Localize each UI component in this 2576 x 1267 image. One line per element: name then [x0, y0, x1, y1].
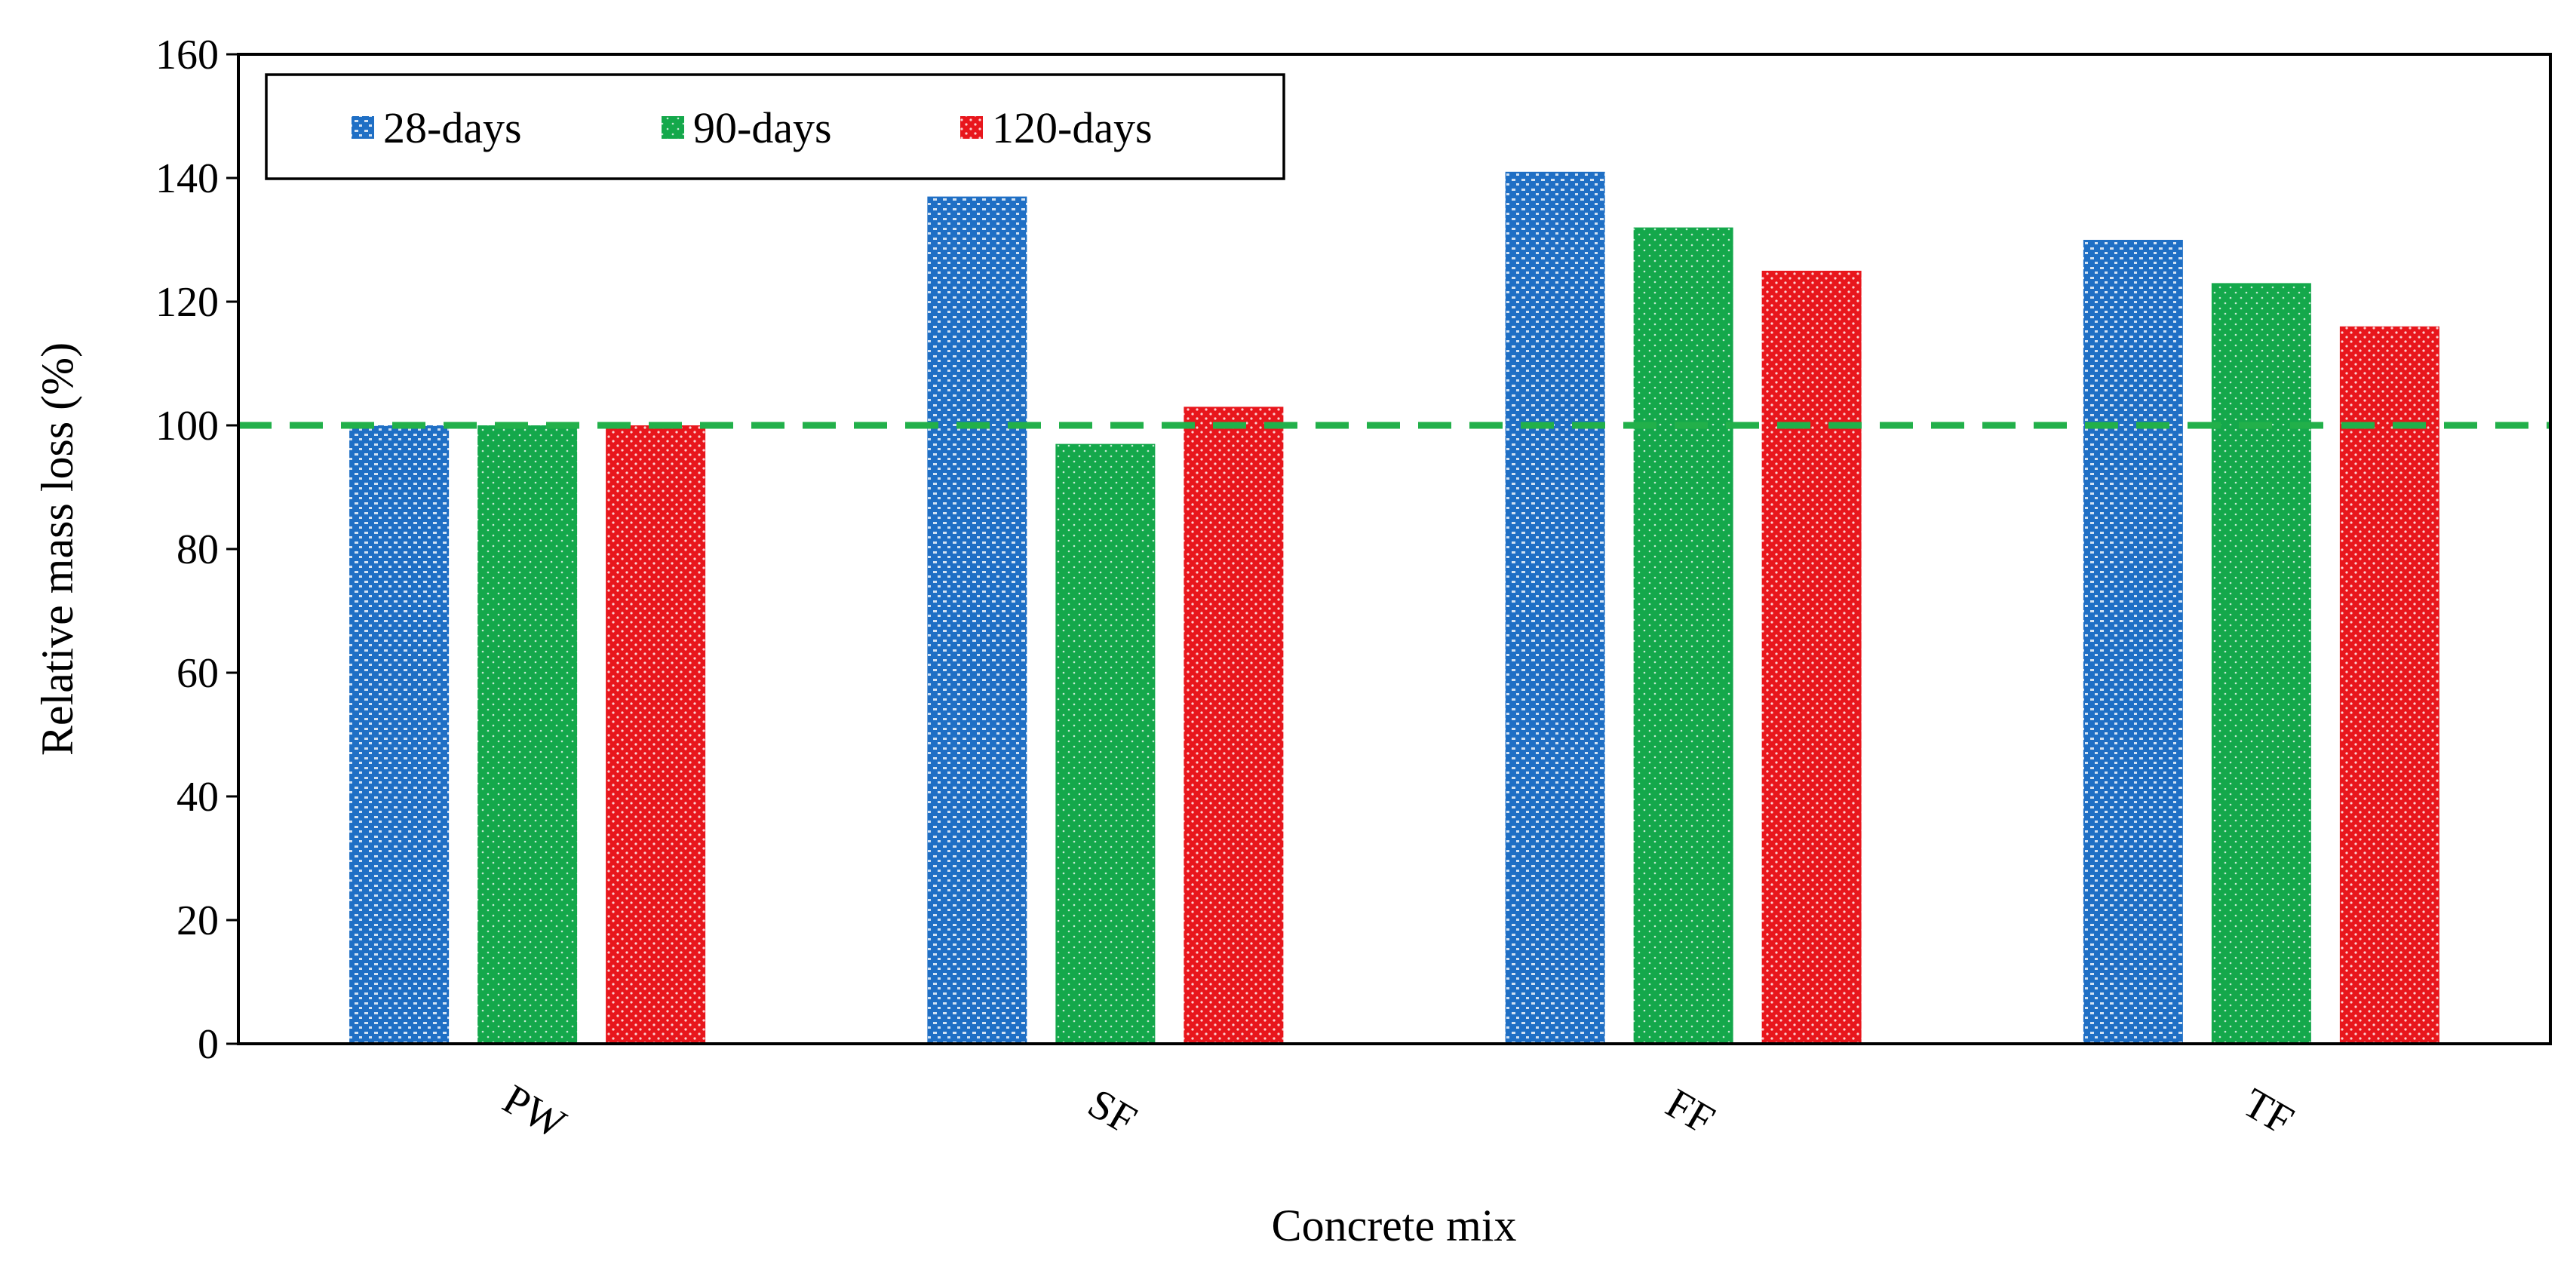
bar-90-days-TF: [2211, 283, 2311, 1044]
legend-swatch-120-days: [960, 116, 983, 139]
legend-swatch-90-days: [662, 116, 684, 139]
plot-area-frame: [237, 53, 2552, 1045]
bar-120-days-FF: [1761, 271, 1862, 1044]
legend-swatch-28-days: [352, 116, 374, 139]
legend-frame: [265, 73, 1285, 180]
y-tick-label: 160: [155, 32, 219, 78]
bar-90-days-FF: [1633, 227, 1733, 1045]
legend-label-28-days: 28-days: [383, 103, 522, 152]
x-tick-label: TF: [2235, 1079, 2301, 1144]
legend: 28-days 90-days 120-days: [265, 73, 1285, 180]
y-tick-label: 20: [177, 897, 219, 944]
x-axis-ticks: PW SF FF TF: [495, 1076, 2301, 1149]
bar-120-days-PW: [606, 425, 706, 1044]
bar-120-days-TF: [2339, 326, 2439, 1044]
legend-items: 28-days 90-days 120-days: [352, 103, 1153, 152]
y-tick-label: 100: [155, 403, 219, 449]
legend-label-120-days: 120-days: [992, 103, 1153, 152]
y-axis-title: Relative mass loss (%): [32, 342, 82, 756]
bar-90-days-SF: [1055, 443, 1156, 1044]
y-tick-label: 40: [177, 774, 219, 821]
legend-label-90-days: 90-days: [693, 103, 832, 152]
y-tick-label: 60: [177, 650, 219, 697]
x-tick-label: PW: [495, 1076, 573, 1149]
y-tick-label: 120: [155, 279, 219, 326]
y-tick-label: 140: [155, 155, 219, 202]
bar-90-days-PW: [477, 425, 578, 1044]
bar-120-days-SF: [1184, 406, 1284, 1044]
x-axis-title: Concrete mix: [1272, 1201, 1517, 1250]
bars-layer: [349, 171, 2439, 1045]
bar-28-days-PW: [349, 425, 450, 1044]
x-tick-label: FF: [1658, 1080, 1722, 1144]
y-tick-label: 0: [198, 1021, 219, 1068]
y-axis-ticks: 0 20 40 60 80 100 120 140 160: [155, 32, 238, 1068]
bar-28-days-TF: [2083, 240, 2183, 1044]
bar-28-days-FF: [1505, 171, 1605, 1044]
bar-28-days-SF: [927, 196, 1027, 1045]
y-tick-label: 80: [177, 526, 219, 573]
x-tick-label: SF: [1080, 1080, 1144, 1144]
